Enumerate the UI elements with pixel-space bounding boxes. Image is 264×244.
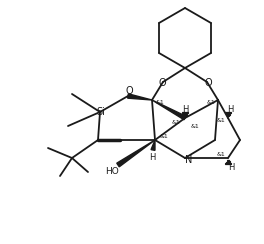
Text: H: H <box>228 163 234 172</box>
Text: N: N <box>185 155 193 165</box>
Text: &1: &1 <box>191 123 199 129</box>
Text: H: H <box>149 152 155 162</box>
Polygon shape <box>151 140 155 150</box>
Text: &1: &1 <box>155 100 164 104</box>
Text: &1: &1 <box>160 134 168 140</box>
Text: O: O <box>204 78 212 88</box>
Text: &1: &1 <box>217 152 225 157</box>
Polygon shape <box>117 140 155 167</box>
Text: HO: HO <box>105 166 119 175</box>
Polygon shape <box>152 100 186 120</box>
Text: Si: Si <box>97 107 105 117</box>
Text: O: O <box>158 78 166 88</box>
Text: &1: &1 <box>172 120 180 124</box>
Text: H: H <box>227 104 233 113</box>
Text: H: H <box>182 104 188 113</box>
Polygon shape <box>128 94 152 100</box>
Text: &1: &1 <box>207 100 215 104</box>
Text: &1: &1 <box>217 118 225 122</box>
Text: O: O <box>125 86 133 96</box>
